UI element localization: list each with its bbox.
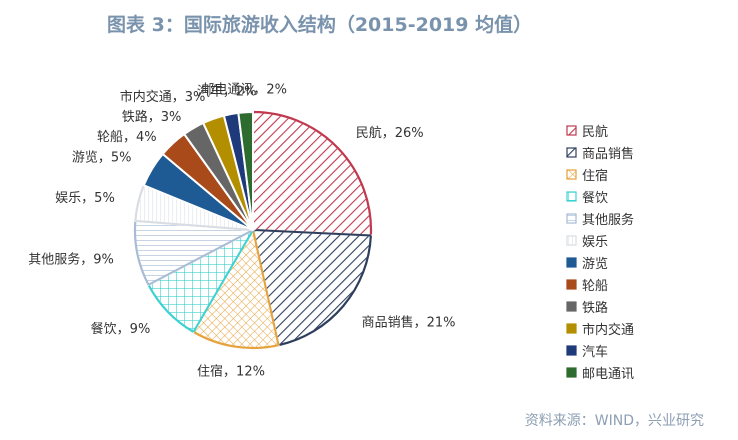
legend-swatch-1 (566, 147, 577, 158)
pie-slice-rim-5 (134, 184, 145, 221)
slice-label-7: 轮船，4% (97, 130, 157, 145)
legend-entry-3: 餐饮 (582, 190, 608, 206)
pie-slices (133, 110, 373, 350)
legend-swatch-6 (566, 257, 577, 268)
slice-label-8: 铁路，3% (122, 109, 182, 125)
slice-label-9: 市内交通，3% (120, 89, 206, 105)
slice-label-1: 商品销售，21% (362, 315, 456, 331)
slice-label-10: 汽车，2% (197, 84, 257, 100)
pie-slice-edge-1 (252, 229, 371, 237)
legend-entry-6: 游览 (582, 256, 608, 272)
legend-swatch-3 (566, 191, 577, 202)
legend-entry-1: 商品销售 (582, 146, 634, 162)
legend-entry-4: 其他服务 (582, 212, 634, 228)
legend-swatch-0 (566, 125, 577, 136)
slice-label-6: 游览，5% (72, 150, 132, 166)
legend-entry-5: 娱乐 (582, 235, 608, 250)
legend-swatch-5 (566, 235, 577, 246)
legend-swatch-9 (566, 323, 577, 334)
legend-entry-8: 铁路 (582, 300, 608, 316)
slice-label-11: 邮电通讯，2% (201, 82, 287, 97)
slice-label-2: 住宿，12% (197, 363, 265, 379)
pie-slice-rim-0 (252, 110, 373, 236)
chart-title: 图表 3：国际旅游收入结构（2015-2019 均值） (107, 14, 533, 36)
pie-slice-rim-4 (133, 220, 150, 286)
pie-slice-rim-1 (278, 235, 372, 347)
slice-label-4: 其他服务，9% (28, 252, 114, 268)
slice-label-3: 餐饮，9% (91, 321, 151, 337)
slice-label-0: 民航，26% (356, 125, 424, 141)
legend-swatch-2 (566, 169, 577, 180)
legend-swatch-10 (566, 345, 577, 356)
pie-slice-edge-2 (252, 229, 280, 346)
slice-label-5: 娱乐，5% (55, 191, 115, 206)
legend-swatch-4 (566, 213, 577, 224)
pie-slice-edge-5 (135, 219, 254, 231)
slice-labels: 民航，26% 商品销售，21% 住宿，12% 餐饮，9% 其他服务，9% 娱乐，5% 游览，… (28, 82, 455, 379)
legend-entry-0: 民航 (582, 124, 608, 140)
legend-swatch-7 (566, 279, 577, 290)
source-note: 资料来源：WIND，兴业研究 (524, 413, 704, 429)
legend-entry-9: 市内交通 (582, 322, 634, 338)
pie-slice-rim-3 (147, 284, 195, 333)
pie-slice-edge-4 (147, 229, 254, 286)
legend-entry-11: 邮电通讯 (582, 367, 634, 382)
pie-slice-0 (252, 110, 372, 237)
pie-slice-rim-2 (192, 330, 279, 350)
legend-swatch-8 (566, 301, 577, 312)
legend-entry-7: 轮船 (582, 279, 608, 294)
legend-entry-10: 汽车 (582, 344, 608, 360)
pie-slice-edge-3 (192, 229, 254, 333)
legend-entry-2: 住宿 (582, 168, 608, 184)
pie-slice-11 (237, 110, 254, 231)
legend-swatch-11 (566, 367, 577, 378)
